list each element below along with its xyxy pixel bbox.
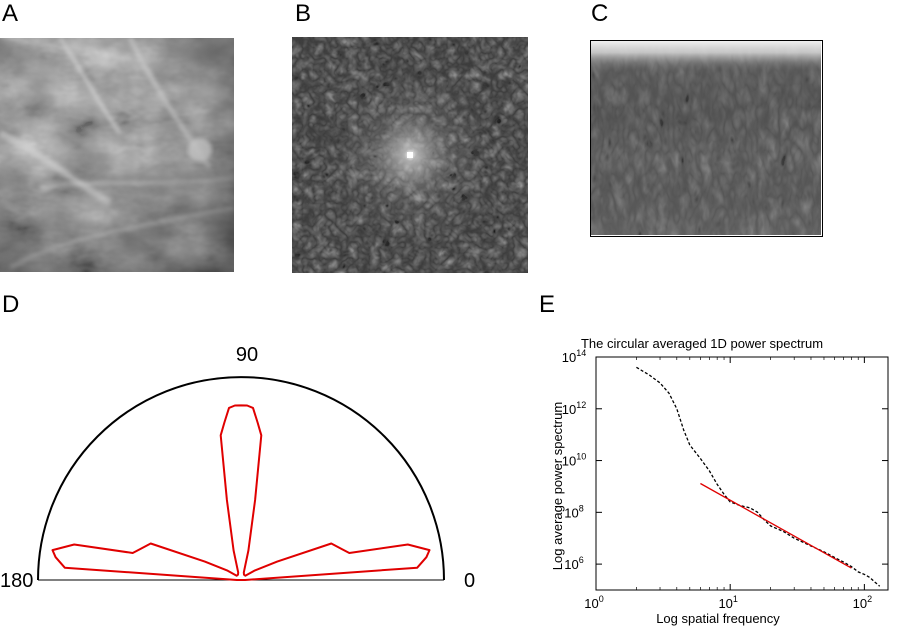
polar-label-180: 180 [0,570,33,592]
x-tick-label: 102 [853,594,872,611]
y-tick-label: 106 [564,555,583,572]
panel-label-e: E [539,291,556,318]
y-tick-label: 1010 [562,452,586,469]
spectrum-data-line [636,366,881,587]
polar-label-90: 90 [236,344,258,366]
y-axis-label: Log average power spectrum [550,402,565,570]
panel-label-d: D [2,291,20,318]
panel-label-c: C [591,0,609,27]
panel-c-polar-image [590,40,823,237]
x-axis-label: Log spatial frequency [656,611,780,626]
x-tick-label: 101 [718,594,737,611]
panel-e-chart: The circular averaged 1D power spectrum … [530,300,900,627]
y-tick-label: 108 [564,503,583,520]
polar-label-0: 0 [464,570,475,592]
polar-plot-area [37,376,445,581]
x-tick-label: 100 [584,594,603,611]
panel-b-spectrum-image [292,37,528,273]
plot-frame [595,356,889,591]
polar-boundary-arc [37,376,445,581]
panel-label-a: A [2,0,19,27]
spectrum-fit-line [700,482,852,569]
polar-rose-curve [51,404,431,581]
panel-label-b: B [295,0,312,27]
y-tick-label: 1012 [562,400,586,417]
panel-a-image [0,38,234,272]
y-tick-label: 1014 [562,348,586,365]
chart-title: The circular averaged 1D power spectrum [581,336,823,351]
panel-d-polar-plot: 90 180 0 [0,330,480,627]
